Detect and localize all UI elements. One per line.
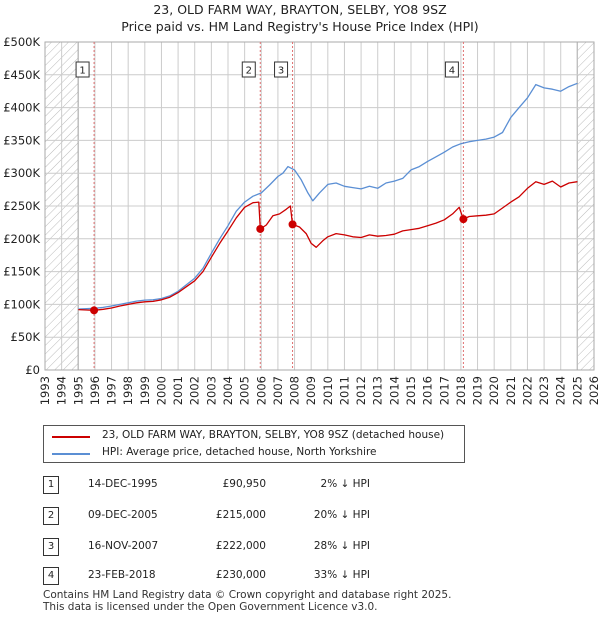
sale-number-box [241, 61, 256, 78]
legend-swatch-property [52, 436, 90, 438]
x-tick-label: 1999 [138, 376, 152, 405]
x-tick-label: 2023 [537, 376, 551, 405]
sale-date: 16-NOV-2007 [88, 540, 159, 552]
sale-hpi-diff: 28% ↓ HPI [313, 540, 370, 552]
sale-hpi-diff: 20% ↓ HPI [313, 509, 370, 521]
x-tick-label: 2022 [520, 376, 534, 405]
footer-line-1: Contains HM Land Registry data © Crown c… [43, 589, 452, 601]
property-series-line [78, 180, 578, 311]
sale-number-label: 4 [449, 66, 455, 77]
x-tick-label: 1997 [105, 376, 119, 405]
sale-date: 14-DEC-1995 [88, 478, 158, 490]
x-tick-label: 2014 [387, 376, 401, 405]
sale-number-label: 1 [79, 66, 85, 77]
sale-price: £230,000 [215, 569, 266, 581]
x-tick-label: 2010 [321, 376, 335, 405]
sale-number-label: 2 [246, 66, 252, 77]
y-tick-label: £400K [3, 101, 40, 115]
chart-title: 23, OLD FARM WAY, BRAYTON, SELBY, YO8 9S… [153, 2, 447, 17]
y-tick-label: £200K [3, 232, 40, 246]
hpi-series-line [78, 82, 578, 310]
sale-number-box [75, 61, 90, 78]
sale-number-box [274, 61, 289, 78]
y-tick-label: £100K [3, 297, 40, 311]
y-tick-label: £350K [3, 133, 40, 147]
sale-number: 3 [43, 538, 59, 556]
x-tick-label: 2009 [304, 376, 318, 405]
sale-number: 4 [43, 567, 59, 585]
sale-hpi-diff: 33% ↓ HPI [313, 569, 370, 581]
sale-number: 2 [43, 507, 59, 525]
x-tick-label: 1996 [88, 376, 102, 405]
sale-number: 1 [43, 476, 59, 494]
x-tick-label: 1994 [55, 376, 69, 405]
x-tick-label: 2001 [171, 376, 185, 405]
y-tick-label: £450K [3, 68, 40, 82]
sale-price: £222,000 [215, 540, 266, 552]
table-row: 3 16-NOV-2007 £222,000 28% ↓ HPI [0, 538, 600, 556]
table-row: 1 14-DEC-1995 £90,950 2% ↓ HPI [0, 476, 600, 494]
legend-label-hpi: HPI: Average price, detached house, Nort… [102, 446, 377, 458]
x-tick-label: 2016 [421, 376, 435, 405]
sale-number-box [444, 61, 459, 78]
y-tick-label: £300K [3, 166, 40, 180]
y-tick-label: £0 [25, 363, 40, 377]
footer-line-2: This data is licensed under the Open Gov… [43, 601, 378, 613]
sale-price: £215,000 [215, 509, 266, 521]
x-tick-label: 1993 [38, 376, 52, 405]
x-tick-label: 1998 [121, 376, 135, 405]
x-tick-label: 1995 [71, 376, 85, 405]
x-tick-label: 2018 [454, 376, 468, 405]
legend-label-property: 23, OLD FARM WAY, BRAYTON, SELBY, YO8 9S… [102, 429, 445, 441]
sale-point [459, 215, 468, 224]
x-tick-label: 2021 [504, 376, 518, 405]
y-tick-label: £150K [3, 265, 40, 279]
legend-swatch-hpi [52, 453, 90, 455]
x-tick-label: 2012 [354, 376, 368, 405]
sale-point [288, 220, 297, 229]
sale-date: 09-DEC-2005 [88, 509, 158, 521]
table-row: 4 23-FEB-2018 £230,000 33% ↓ HPI [0, 567, 600, 585]
x-tick-label: 2015 [404, 376, 418, 405]
sale-number-label: 3 [278, 66, 284, 77]
x-tick-label: 2011 [337, 376, 351, 405]
sale-date: 23-FEB-2018 [88, 569, 156, 581]
x-tick-label: 2026 [587, 376, 600, 405]
x-tick-label: 2024 [554, 376, 568, 405]
chart-subtitle: Price paid vs. HM Land Registry's House … [121, 19, 479, 34]
y-tick-label: £500K [3, 35, 40, 49]
x-tick-label: 2002 [188, 376, 202, 405]
x-tick-label: 2004 [221, 376, 235, 405]
chart-legend: 23, OLD FARM WAY, BRAYTON, SELBY, YO8 9S… [43, 425, 465, 463]
sale-price: £90,950 [222, 478, 266, 490]
x-tick-label: 2020 [487, 376, 501, 405]
x-tick-label: 2003 [204, 376, 218, 405]
x-tick-label: 2007 [271, 376, 285, 405]
y-tick-label: £50K [11, 330, 41, 344]
attribution-footer: Contains HM Land Registry data © Crown c… [43, 589, 451, 613]
x-tick-label: 2006 [254, 376, 268, 405]
sale-point [256, 224, 265, 233]
y-tick-label: £250K [3, 199, 40, 213]
table-row: 2 09-DEC-2005 £215,000 20% ↓ HPI [0, 507, 600, 525]
x-tick-label: 2017 [437, 376, 451, 405]
price-chart: £0 £50K £100K £150K £200K £250K £300K £350K £400… [3, 35, 600, 405]
x-tick-label: 2000 [154, 376, 168, 405]
x-tick-label: 2013 [371, 376, 385, 405]
x-tick-label: 2019 [471, 376, 485, 405]
x-tick-label: 2008 [288, 376, 302, 405]
sale-point [90, 306, 99, 315]
sale-hpi-diff: 2% ↓ HPI [320, 478, 370, 490]
x-tick-label: 2025 [570, 376, 584, 405]
plot-frame [44, 41, 595, 371]
x-tick-label: 2005 [238, 376, 252, 405]
